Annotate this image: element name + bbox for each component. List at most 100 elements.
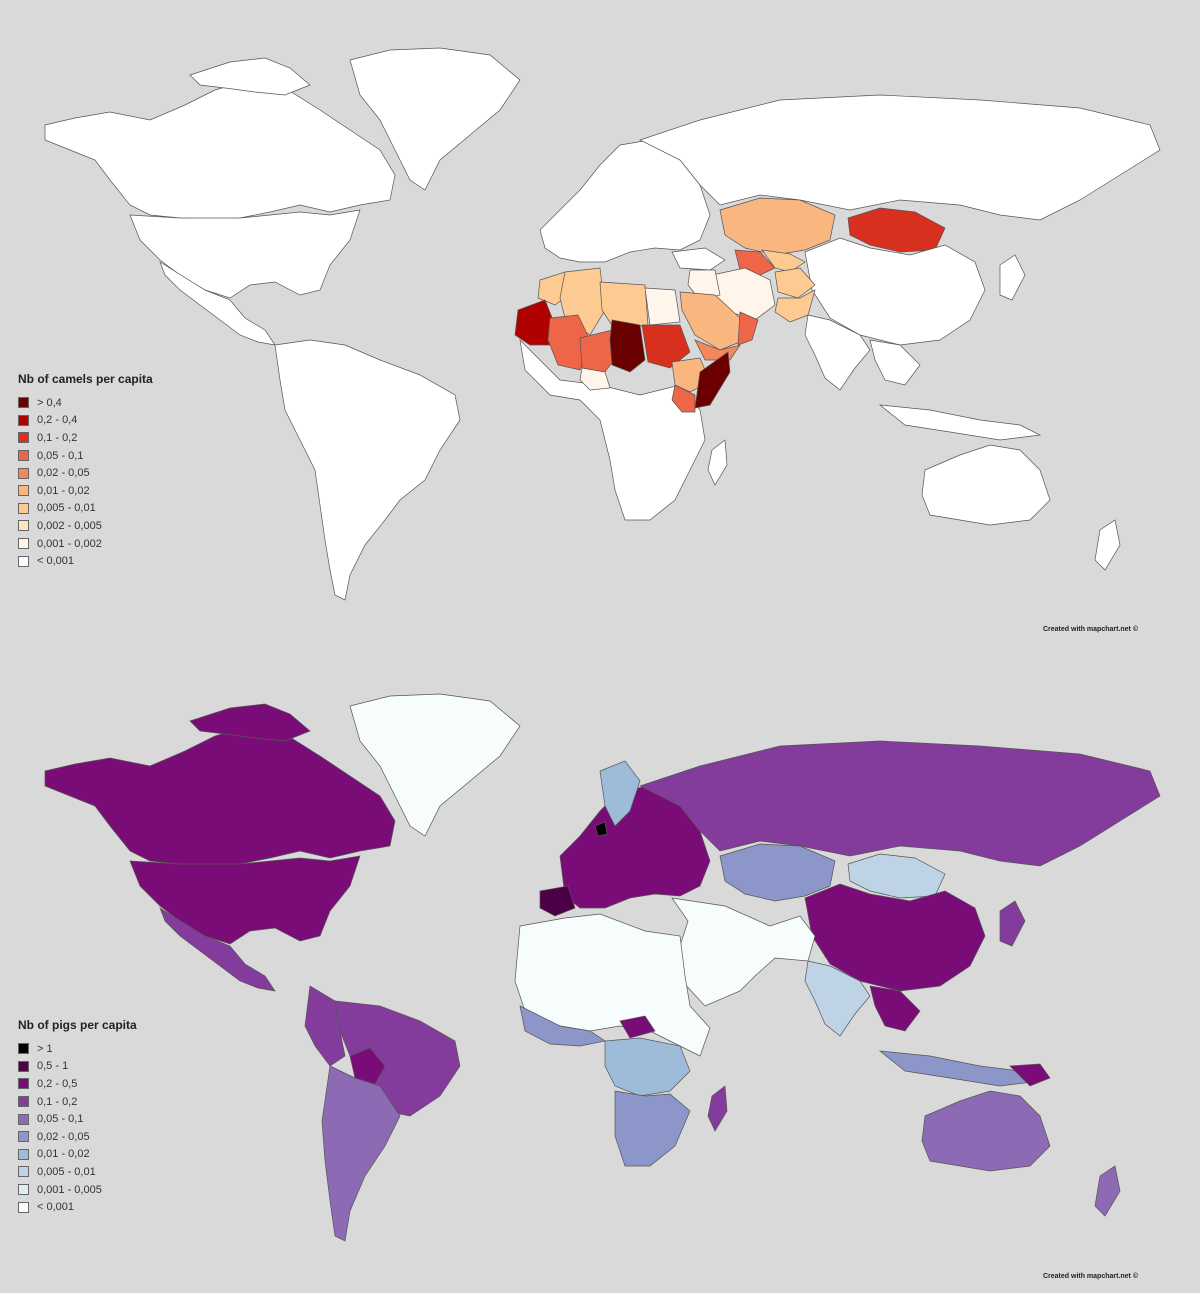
country-india [804, 314, 871, 391]
pigs-credit: Created with mapchart.net © [1042, 1273, 1138, 1280]
legend-swatch [18, 1113, 29, 1125]
legend-item: 0,2 - 0,5 [18, 1075, 137, 1093]
pigs-legend: Nb of pigs per capita > 1 0,5 - 1 0,2 - … [18, 1018, 137, 1216]
legend-swatch [18, 485, 29, 497]
country-se-asia [869, 339, 921, 386]
legend-item: > 1 [18, 1040, 137, 1058]
country-kenya [671, 384, 696, 413]
legend-swatch [18, 467, 29, 479]
country-mali [547, 314, 591, 371]
legend-label: 0,005 - 0,01 [37, 502, 96, 515]
country-chad [609, 319, 646, 373]
country-australia [921, 444, 1051, 526]
legend-item: 0,1 - 0,2 [18, 429, 153, 447]
country-greenland [349, 47, 521, 191]
country-somalia [694, 351, 731, 409]
country-china [804, 237, 986, 346]
legend-label: 0,05 - 0,1 [37, 449, 84, 462]
legend-label: > 0,4 [37, 396, 62, 409]
legend-swatch [18, 1201, 29, 1213]
legend-item: 0,005 - 0,01 [18, 500, 153, 518]
legend-label: > 1 [37, 1042, 53, 1055]
country-turkey [671, 247, 726, 271]
legend-item: 0,02 - 0,05 [18, 1128, 137, 1146]
country-mexico [159, 261, 276, 346]
legend-swatch [18, 1166, 29, 1178]
legend-swatch [18, 414, 29, 426]
legend-swatch [18, 1131, 29, 1143]
country-russia [639, 94, 1161, 221]
legend-label: 0,1 - 0,2 [37, 1095, 78, 1108]
legend-item: 0,02 - 0,05 [18, 464, 153, 482]
country-africa [519, 338, 706, 521]
country-central-african-republic [619, 1015, 656, 1039]
country-madagascar [707, 1085, 728, 1132]
legend-label: 0,2 - 0,5 [37, 1077, 78, 1090]
country-indonesia [878, 404, 1042, 441]
legend-item: < 0,001 [18, 1198, 137, 1216]
country-papua-new-guinea [1009, 1063, 1051, 1087]
country-bolivia [349, 1047, 386, 1085]
legend-swatch [18, 1078, 29, 1090]
country-usa [129, 209, 361, 299]
country-sudan [641, 324, 691, 369]
legend-label: 0,001 - 0,002 [37, 537, 102, 550]
camels-world-map [44, 47, 1161, 601]
country-madagascar [707, 439, 728, 486]
pigs-map-panel: Nb of pigs per capita > 1 0,5 - 1 0,2 - … [0, 646, 1200, 1293]
legend-item: 0,05 - 0,1 [18, 1110, 137, 1128]
legend-item: 0,1 - 0,2 [18, 1093, 137, 1111]
legend-label: 0,1 - 0,2 [37, 431, 78, 444]
legend-label: 0,5 - 1 [37, 1060, 69, 1073]
country-japan [999, 254, 1026, 301]
country-southern-africa [614, 1090, 691, 1167]
country-denmark [594, 821, 608, 837]
legend-swatch [18, 1184, 29, 1196]
country-arctic-islands [189, 57, 311, 96]
country-australia [921, 1090, 1051, 1172]
legend-swatch [18, 1060, 29, 1072]
legend-swatch [18, 1043, 29, 1055]
country-kazakhstan [719, 843, 836, 902]
country-yemen [694, 339, 741, 361]
country-se-asia [869, 985, 921, 1032]
pigs-world-map [44, 693, 1161, 1242]
legend-item: 0,01 - 0,02 [18, 482, 153, 500]
country-west-africa [519, 1005, 606, 1047]
country-egypt [644, 287, 681, 326]
legend-item: 0,5 - 1 [18, 1058, 137, 1076]
legend-label: < 0,001 [37, 555, 75, 568]
country-china [804, 883, 986, 992]
country-central-africa [604, 1037, 691, 1097]
country-spain [539, 885, 576, 917]
legend-label: 0,02 - 0,05 [37, 467, 90, 480]
legend-item: 0,002 - 0,005 [18, 517, 153, 535]
legend-item: 0,001 - 0,002 [18, 535, 153, 553]
legend-swatch [18, 520, 29, 532]
legend-item: > 0,4 [18, 394, 153, 412]
country-oman [737, 311, 759, 346]
country-new-zealand [1094, 1165, 1121, 1217]
pigs-legend-title: Nb of pigs per capita [18, 1018, 137, 1032]
country-south-america [274, 339, 461, 601]
legend-swatch [18, 1096, 29, 1108]
country-saudi-arabia [679, 291, 746, 351]
legend-item: 0,05 - 0,1 [18, 447, 153, 465]
country-kazakhstan [719, 197, 836, 256]
camels-legend: Nb of camels per capita > 0,4 0,2 - 0,4 … [18, 372, 153, 570]
legend-swatch [18, 555, 29, 567]
country-andes [304, 985, 346, 1067]
legend-item: < 0,001 [18, 552, 153, 570]
legend-label: < 0,001 [37, 1201, 75, 1214]
legend-label: 0,02 - 0,05 [37, 1130, 90, 1143]
legend-item: 0,005 - 0,01 [18, 1163, 137, 1181]
legend-label: 0,005 - 0,01 [37, 1165, 96, 1178]
country-scandinavia [599, 760, 641, 827]
country-japan [999, 900, 1026, 947]
legend-label: 0,002 - 0,005 [37, 519, 102, 532]
country-russia [639, 740, 1161, 867]
legend-swatch [18, 1148, 29, 1160]
country-afghanistan [774, 267, 816, 299]
country-nigeria [579, 367, 611, 391]
country-mexico [159, 907, 276, 992]
